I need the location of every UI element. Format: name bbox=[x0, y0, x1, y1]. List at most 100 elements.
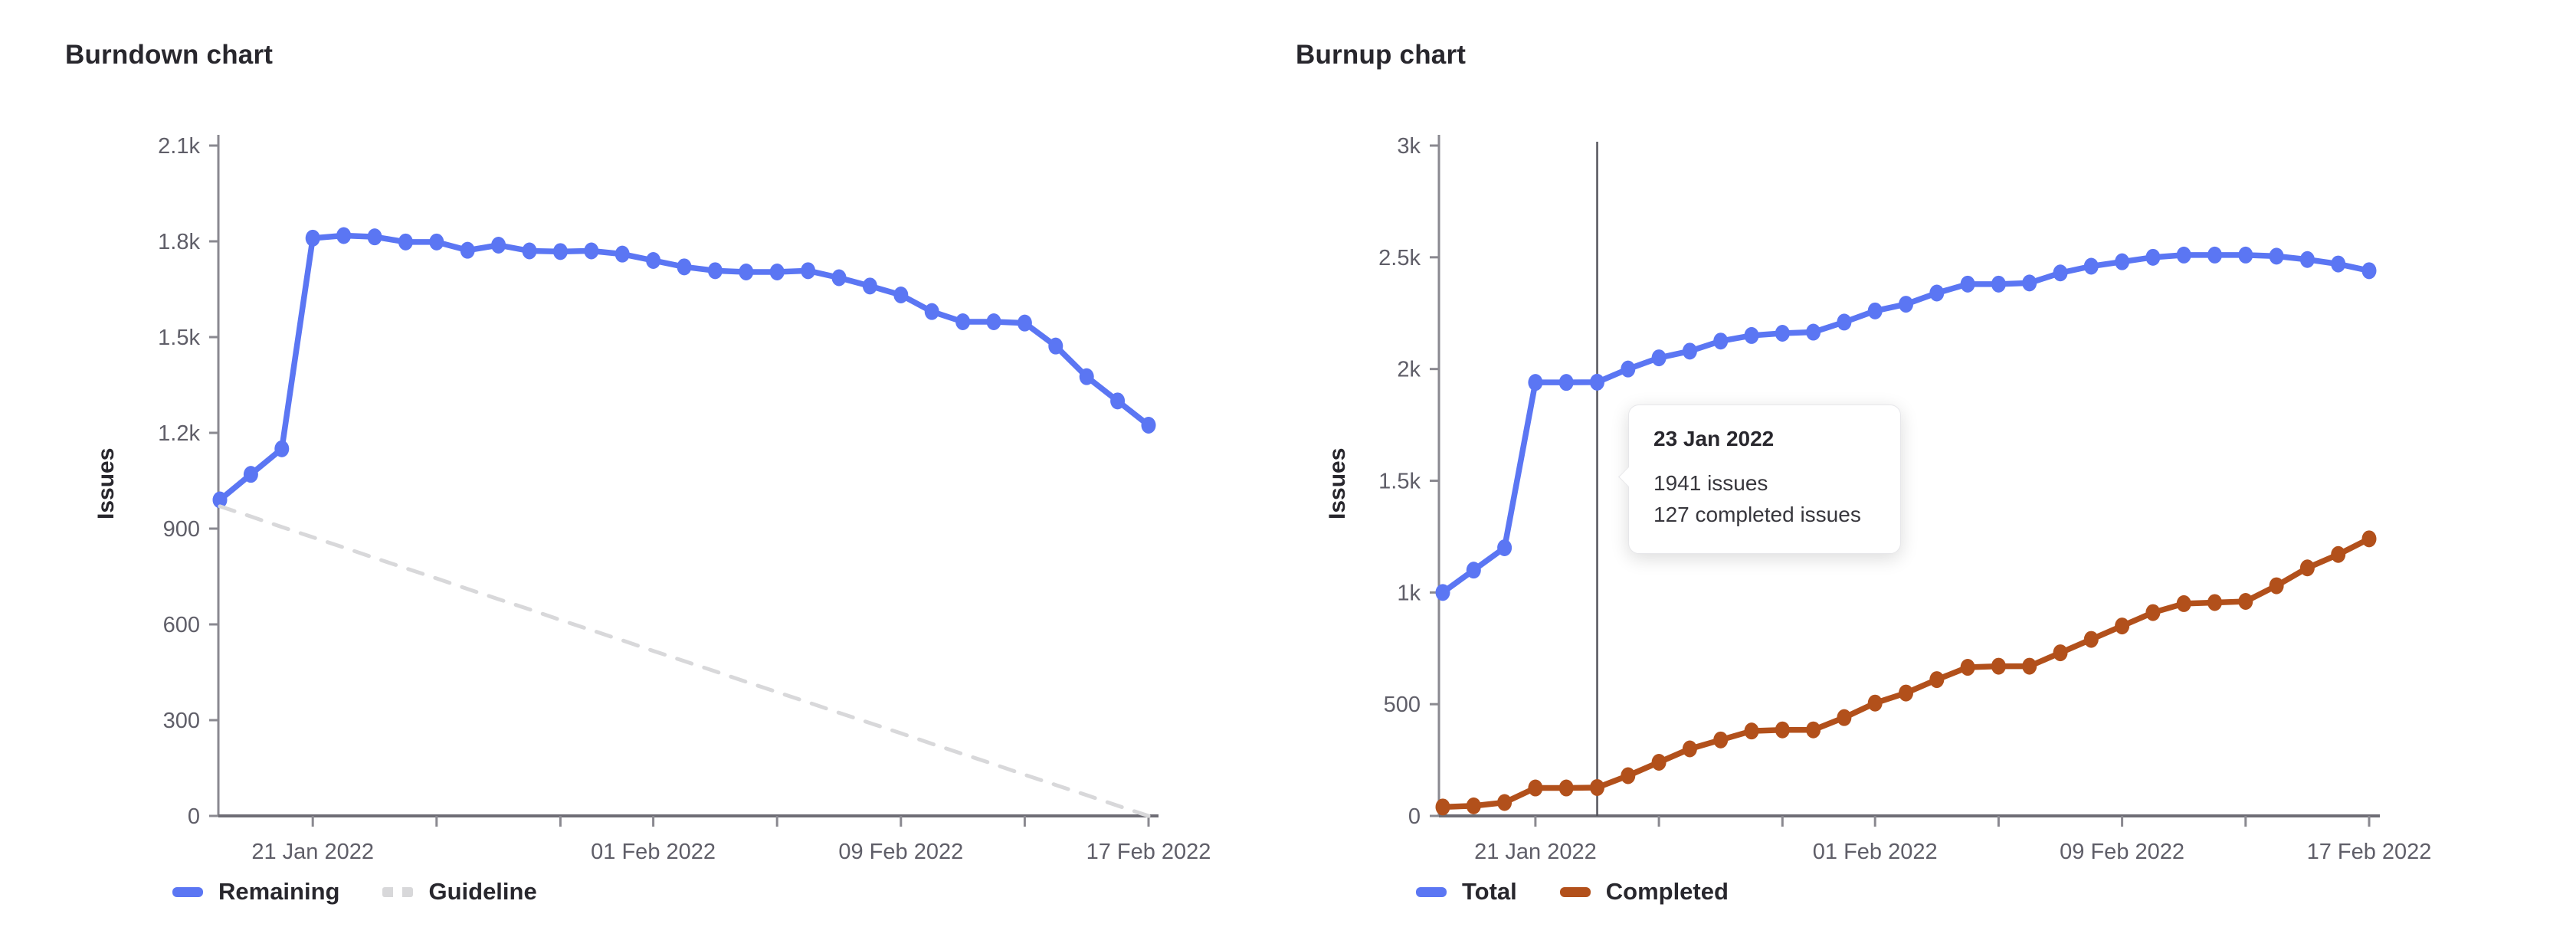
data-point-remaining[interactable] bbox=[955, 313, 971, 330]
data-point-completed[interactable] bbox=[1775, 721, 1790, 739]
data-point-total[interactable] bbox=[1837, 313, 1852, 331]
data-point-remaining[interactable] bbox=[1048, 337, 1064, 355]
data-point-completed[interactable] bbox=[1960, 659, 1975, 676]
data-point-remaining[interactable] bbox=[1141, 417, 1156, 434]
data-point-total[interactable] bbox=[1806, 323, 1821, 341]
data-point-completed[interactable] bbox=[2022, 657, 2037, 675]
data-point-total[interactable] bbox=[2083, 257, 2099, 275]
data-point-remaining[interactable] bbox=[584, 242, 599, 260]
data-point-total[interactable] bbox=[2361, 262, 2377, 280]
burnup-plot-area[interactable]: 0 500 1k 1.5k 2k 2.5k 3k 21 Jan 2022 01 Feb 2022… bbox=[1288, 0, 2576, 927]
data-point-completed[interactable] bbox=[1435, 798, 1450, 816]
data-point-total[interactable] bbox=[1621, 360, 1636, 378]
data-point-completed[interactable] bbox=[1558, 779, 1574, 797]
data-point-completed[interactable] bbox=[1929, 671, 1945, 689]
data-point-remaining[interactable] bbox=[552, 243, 568, 260]
data-point-total[interactable] bbox=[2269, 247, 2284, 265]
data-point-total[interactable] bbox=[2238, 246, 2253, 264]
data-point-remaining[interactable] bbox=[1079, 368, 1094, 385]
data-point-total[interactable] bbox=[1497, 539, 1512, 556]
data-point-completed[interactable] bbox=[1867, 694, 1883, 712]
data-point-total[interactable] bbox=[2331, 255, 2346, 273]
data-point-total[interactable] bbox=[1744, 326, 1759, 344]
data-point-remaining[interactable] bbox=[1110, 392, 1126, 410]
data-point-total[interactable] bbox=[1991, 275, 2006, 293]
data-point-remaining[interactable] bbox=[367, 228, 382, 246]
data-point-total[interactable] bbox=[1466, 562, 1481, 579]
data-point-completed[interactable] bbox=[2361, 530, 2377, 548]
data-point-remaining[interactable] bbox=[243, 466, 258, 483]
data-point-completed[interactable] bbox=[1806, 721, 1821, 739]
data-point-completed[interactable] bbox=[1713, 731, 1729, 748]
data-point-total[interactable] bbox=[2145, 248, 2161, 266]
data-point-remaining[interactable] bbox=[1017, 314, 1032, 332]
burndown-plot-area[interactable]: 0 300 600 900 1.2k 1.5k 1.8k 2.1k 21 Jan 2022 01 … bbox=[0, 0, 1288, 927]
data-point-remaining[interactable] bbox=[893, 287, 909, 303]
data-point-completed[interactable] bbox=[2299, 559, 2315, 577]
data-point-total[interactable] bbox=[1960, 275, 1975, 293]
data-point-total[interactable] bbox=[1682, 342, 1697, 360]
data-point-remaining[interactable] bbox=[398, 233, 413, 251]
data-point-total[interactable] bbox=[2176, 246, 2191, 264]
data-point-completed[interactable] bbox=[1991, 657, 2006, 675]
data-point-total[interactable] bbox=[2115, 253, 2130, 270]
data-point-total[interactable] bbox=[1899, 296, 1913, 313]
data-point-remaining[interactable] bbox=[274, 440, 290, 457]
data-point-remaining[interactable] bbox=[212, 491, 228, 509]
data-point-completed[interactable] bbox=[2053, 644, 2068, 662]
data-point-remaining[interactable] bbox=[336, 227, 352, 244]
data-point-completed[interactable] bbox=[2083, 631, 2099, 648]
data-point-completed[interactable] bbox=[2269, 577, 2284, 595]
data-point-completed[interactable] bbox=[2207, 594, 2222, 611]
data-point-remaining[interactable] bbox=[491, 237, 506, 254]
data-point-total[interactable] bbox=[2022, 274, 2037, 292]
data-point-total[interactable] bbox=[1713, 332, 1729, 350]
data-point-completed[interactable] bbox=[1682, 740, 1697, 758]
data-point-remaining[interactable] bbox=[986, 313, 1001, 330]
data-point-completed[interactable] bbox=[1621, 767, 1636, 785]
data-point-total[interactable] bbox=[1435, 584, 1450, 601]
data-point-completed[interactable] bbox=[2115, 617, 2130, 635]
legend-item-guideline[interactable]: Guideline bbox=[382, 878, 537, 906]
data-point-completed[interactable] bbox=[1497, 794, 1512, 811]
data-point-completed[interactable] bbox=[1590, 778, 1604, 796]
y-axis-tick-label: 600 bbox=[163, 613, 200, 637]
data-point-remaining[interactable] bbox=[769, 264, 785, 280]
data-point-total[interactable] bbox=[1775, 325, 1790, 342]
data-point-completed[interactable] bbox=[2238, 593, 2253, 610]
data-point-completed[interactable] bbox=[1744, 722, 1759, 740]
data-point-total[interactable] bbox=[2299, 251, 2315, 268]
data-point-remaining[interactable] bbox=[522, 242, 537, 260]
data-point-total[interactable] bbox=[1590, 373, 1604, 391]
data-point-completed[interactable] bbox=[2176, 595, 2191, 612]
data-point-remaining[interactable] bbox=[646, 252, 661, 269]
data-point-remaining[interactable] bbox=[831, 269, 847, 287]
data-point-remaining[interactable] bbox=[707, 262, 723, 280]
data-point-remaining[interactable] bbox=[429, 233, 444, 251]
data-point-remaining[interactable] bbox=[305, 229, 320, 247]
data-point-total[interactable] bbox=[1528, 374, 1543, 391]
data-point-remaining[interactable] bbox=[801, 262, 816, 280]
data-point-completed[interactable] bbox=[1651, 754, 1667, 771]
data-point-total[interactable] bbox=[1558, 374, 1574, 391]
data-point-total[interactable] bbox=[1867, 302, 1883, 319]
data-point-remaining[interactable] bbox=[460, 241, 475, 259]
data-point-remaining[interactable] bbox=[862, 277, 877, 295]
data-point-remaining[interactable] bbox=[677, 258, 692, 276]
data-point-completed[interactable] bbox=[1528, 779, 1543, 797]
data-point-completed[interactable] bbox=[2145, 604, 2161, 621]
data-point-total[interactable] bbox=[1929, 284, 1945, 302]
data-point-total[interactable] bbox=[1651, 349, 1667, 367]
data-point-remaining[interactable] bbox=[739, 264, 754, 280]
data-point-remaining[interactable] bbox=[924, 303, 939, 320]
data-point-completed[interactable] bbox=[1899, 684, 1913, 702]
legend-item-completed[interactable]: Completed bbox=[1559, 878, 1729, 906]
data-point-completed[interactable] bbox=[2331, 545, 2346, 563]
data-point-total[interactable] bbox=[2207, 246, 2222, 264]
legend-item-total[interactable]: Total bbox=[1416, 878, 1517, 906]
legend-item-remaining[interactable]: Remaining bbox=[172, 878, 339, 906]
data-point-remaining[interactable] bbox=[615, 245, 630, 263]
data-point-completed[interactable] bbox=[1466, 797, 1481, 814]
data-point-total[interactable] bbox=[2053, 264, 2068, 282]
data-point-completed[interactable] bbox=[1837, 709, 1852, 726]
